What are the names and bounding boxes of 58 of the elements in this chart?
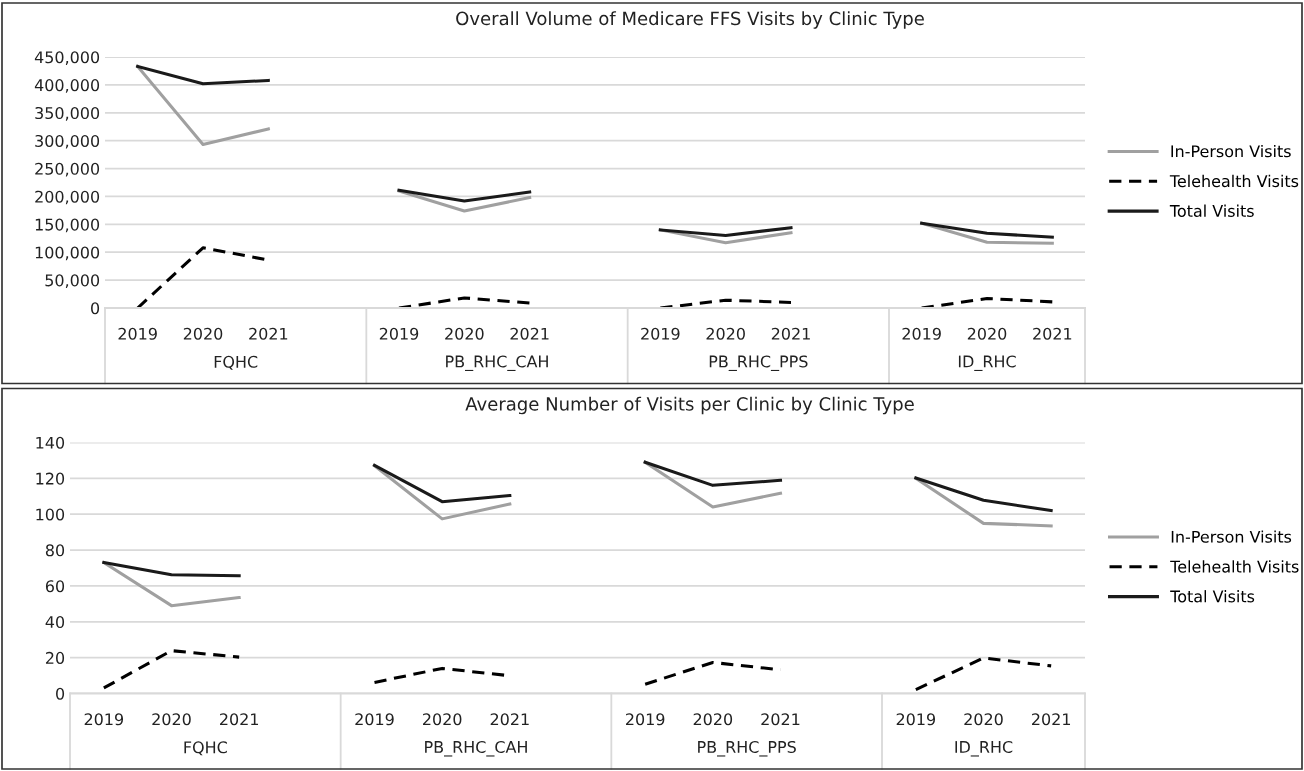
y-tick-label: 50,000 xyxy=(45,274,100,289)
y-tick-label: 300,000 xyxy=(35,134,100,149)
y-tick-label: 120 xyxy=(36,472,65,485)
x-tick-label: 2021 xyxy=(220,713,259,726)
y-tick-label: 100,000 xyxy=(35,246,100,261)
y-tick-label: 100 xyxy=(36,508,65,521)
y-tick-label: 60 xyxy=(45,580,65,593)
y-tick-label: 450,000 xyxy=(34,51,100,65)
y-tick-label: 350,000 xyxy=(35,106,100,121)
y-tick-label: 80 xyxy=(45,544,65,557)
x-tick-label: 2021 xyxy=(490,713,529,726)
y-tick-label: 150,000 xyxy=(35,218,100,233)
x-tick-label: 2019 xyxy=(902,327,941,340)
text: PB_RHC_CAH xyxy=(446,355,548,372)
legend-label: Total Visits xyxy=(1170,590,1255,603)
y-tick-label: 400,000 xyxy=(34,79,100,93)
x-tick-label: 2020 xyxy=(423,713,462,726)
x-tick-label: 2021 xyxy=(1033,327,1072,340)
x-tick-label: 2021 xyxy=(1032,713,1071,726)
x-tick-label: 2021 xyxy=(771,327,810,340)
x-tick-label: 2019 xyxy=(379,327,419,340)
x-tick-label: 2019 xyxy=(84,713,124,726)
y-tick-label: 0 xyxy=(56,687,65,700)
x-tick-label: 2020 xyxy=(706,327,745,340)
x-tick-label: 2020 xyxy=(964,713,1003,726)
x-tick-label: 2021 xyxy=(761,713,800,726)
text: PB_RHC_PPS xyxy=(698,740,796,757)
x-tick-label: 2020 xyxy=(445,327,484,340)
text: FQHC xyxy=(184,741,227,756)
x-tick-label: 2019 xyxy=(118,327,157,340)
chart-title: Overall Volume of Medicare FFS Visits by Clinic Type xyxy=(456,11,924,29)
legend-label: Telehealth Visits xyxy=(1170,560,1299,573)
legend-label: Total Visits xyxy=(1169,204,1254,217)
x-tick-label: 2021 xyxy=(510,327,549,340)
y-tick-label: 0 xyxy=(91,302,100,315)
chart-title: Average Number of Visits per Clinic by Clinic Type xyxy=(465,396,914,415)
y-tick-label: 250,000 xyxy=(35,162,100,177)
legend-label: In-Person Visits xyxy=(1171,530,1292,543)
x-tick-label: 2021 xyxy=(249,327,288,340)
y-tick-label: 200,000 xyxy=(35,190,100,205)
text: PB_RHC_CAH xyxy=(425,740,527,757)
text: PB_RHC_PPS xyxy=(709,355,808,372)
x-tick-label: 2019 xyxy=(896,713,936,726)
legend-label: Telehealth Visits xyxy=(1169,174,1299,188)
x-tick-label: 2019 xyxy=(355,713,394,726)
x-tick-label: 2020 xyxy=(183,327,223,340)
x-tick-label: 2019 xyxy=(641,327,680,340)
x-tick-label: 2020 xyxy=(967,327,1007,340)
y-tick-label: 140 xyxy=(36,436,65,449)
text: ID_RHC xyxy=(958,355,1016,372)
text: FQHC xyxy=(214,355,258,370)
y-tick-label: 20 xyxy=(45,651,65,664)
legend-label: In-Person Visits xyxy=(1171,144,1291,158)
x-tick-label: 2020 xyxy=(152,713,191,726)
x-tick-label: 2020 xyxy=(693,713,733,726)
x-tick-label: 2019 xyxy=(626,713,665,726)
text: ID_RHC xyxy=(955,740,1013,757)
y-tick-label: 40 xyxy=(45,616,65,629)
